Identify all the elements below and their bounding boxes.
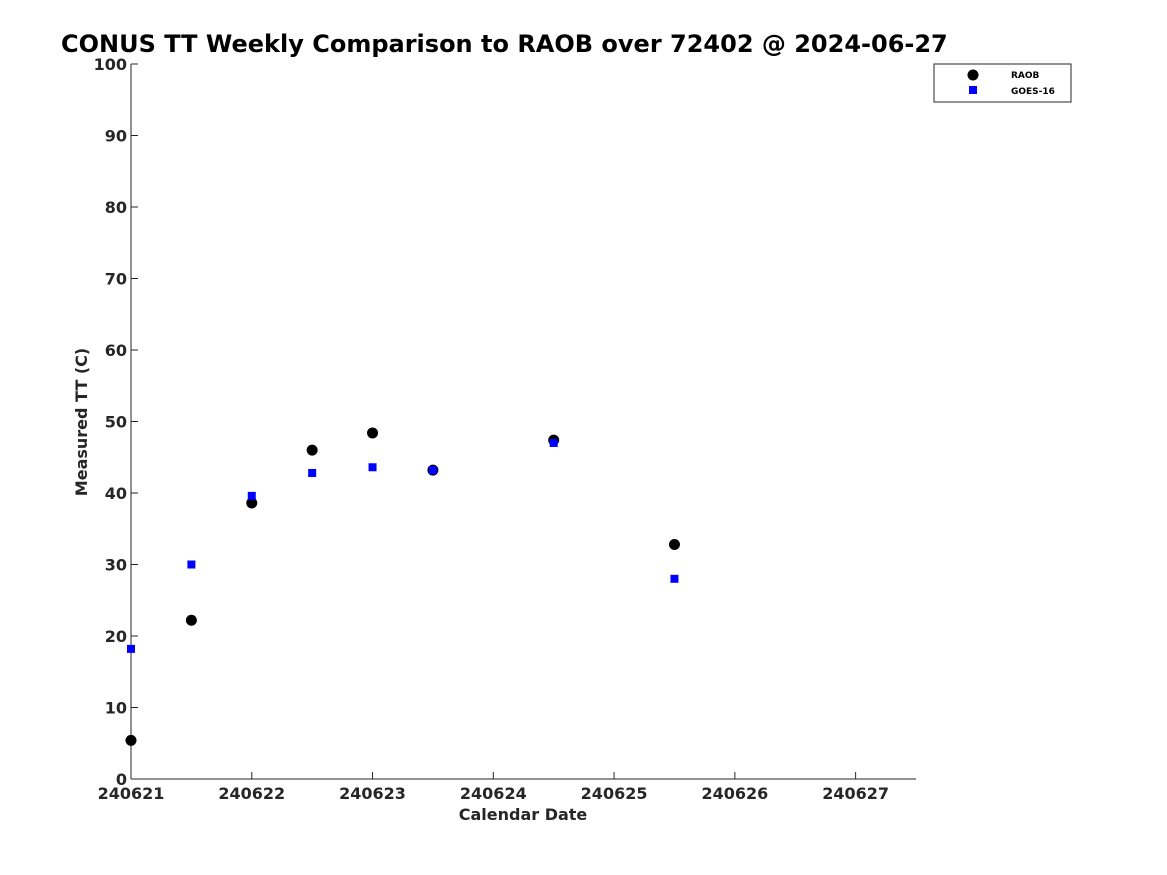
legend-label-raob: RAOB	[1011, 71, 1040, 81]
point-raob	[367, 427, 379, 439]
x-ticks: 240621 240622 240623 240624 240625 240626 2406…	[98, 772, 889, 803]
x-tick-label: 240623	[339, 784, 406, 803]
y-tick-label: 90	[105, 127, 127, 146]
y-tick-label: 0	[116, 770, 127, 789]
series-raob	[125, 427, 680, 746]
axes	[130, 64, 916, 780]
y-ticks: 0 10 20 30 40 50 60 70 80 90 100	[94, 55, 138, 789]
point-goes-16	[187, 560, 196, 569]
x-tick-label: 240624	[460, 784, 527, 803]
point-goes-16	[368, 463, 377, 472]
legend-marker-raob	[967, 69, 979, 81]
y-axis-label: Measured TT (C)	[72, 348, 91, 496]
y-tick-label: 80	[105, 198, 127, 217]
point-goes-16	[247, 491, 256, 500]
point-goes-16	[549, 438, 558, 447]
x-tick-label: 240627	[822, 784, 889, 803]
chart-title: CONUS TT Weekly Comparison to RAOB over …	[61, 30, 948, 58]
legend: RAOB GOES-16	[933, 63, 1072, 103]
y-tick-label: 30	[105, 556, 127, 575]
data-points	[125, 427, 680, 746]
x-tick-label: 240621	[98, 784, 165, 803]
y-tick-label: 60	[105, 341, 127, 360]
x-tick-label: 240622	[218, 784, 285, 803]
legend-marker-goes-16	[969, 86, 977, 94]
point-raob	[306, 444, 318, 456]
legend-box	[933, 63, 1072, 103]
legend-label-goes-16: GOES-16	[1011, 87, 1055, 97]
point-goes-16	[428, 466, 437, 475]
series-goes-16	[127, 438, 679, 653]
y-tick-label: 50	[105, 413, 127, 432]
x-axis-label: Calendar Date	[459, 805, 588, 824]
y-tick-label: 10	[105, 699, 127, 718]
y-tick-label: 70	[105, 270, 127, 289]
point-raob	[185, 614, 197, 626]
x-tick-label: 240626	[701, 784, 768, 803]
y-tick-label: 20	[105, 627, 127, 646]
point-goes-16	[670, 574, 679, 583]
point-raob	[246, 497, 258, 509]
point-goes-16	[308, 468, 317, 477]
y-tick-label: 100	[94, 55, 127, 74]
y-tick-label: 40	[105, 484, 127, 503]
x-tick-label: 240625	[581, 784, 648, 803]
point-goes-16	[127, 644, 135, 653]
point-raob	[668, 538, 680, 550]
point-raob	[125, 734, 137, 746]
